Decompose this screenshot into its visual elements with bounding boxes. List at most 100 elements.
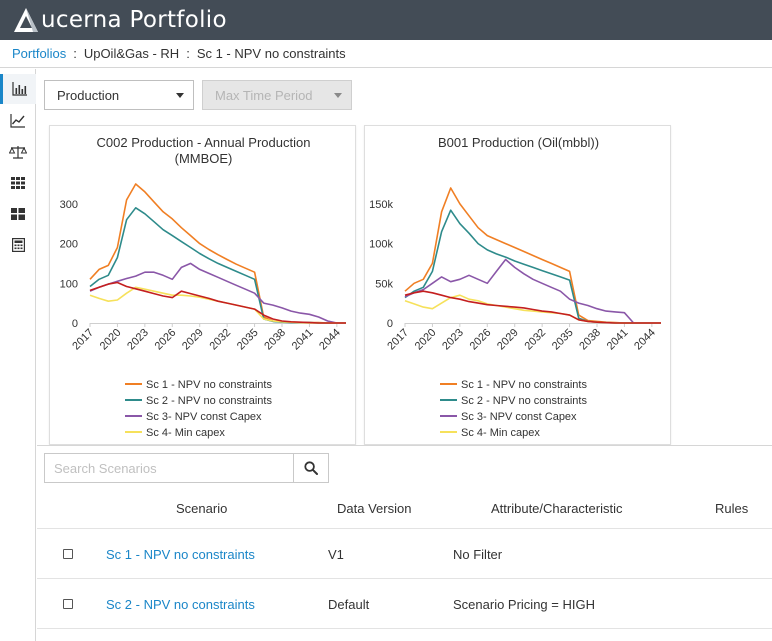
nav-compare[interactable]: [0, 137, 36, 167]
chart-toolbar: Production Max Time Period: [37, 69, 772, 119]
series-line[interactable]: [89, 286, 346, 324]
chart-title: (MMBOE): [175, 151, 233, 166]
legend-item[interactable]: Sc 5 - Managed 2019: [146, 443, 251, 445]
chevron-down-icon: [176, 93, 184, 98]
scenario-link[interactable]: Sc 1 - NPV no constraints: [106, 547, 255, 562]
x-tick-label: 2038: [262, 327, 288, 353]
line-chart: B001 Production (Oil(mbbl)) 0 50k 100k 150k 2…: [369, 135, 661, 445]
x-tick-label: 2020: [413, 327, 439, 353]
y-tick-label: 300: [60, 199, 78, 211]
time-period-dropdown-value: Max Time Period: [215, 87, 313, 103]
x-tick-label: 2032: [207, 327, 233, 353]
calculator-icon: [11, 238, 25, 252]
nav-bar-chart[interactable]: [0, 74, 36, 104]
scenario-list: Scenario Data Version Attribute/Characte…: [37, 445, 772, 641]
search-button[interactable]: [293, 453, 329, 483]
breadcrumb-scenario-name: Sc 1 - NPV no constraints: [196, 46, 346, 61]
x-tick-label: 2023: [125, 327, 151, 353]
y-tick-label: 200: [60, 239, 78, 251]
nav-calculator[interactable]: [0, 230, 36, 260]
x-tick-label: 2017: [385, 327, 411, 353]
x-tick-label: 2044: [317, 327, 343, 353]
y-tick-label: 0: [387, 318, 393, 330]
bar-chart-icon: [11, 82, 27, 96]
aucerna-logo-icon: [14, 8, 38, 32]
series-line[interactable]: [404, 209, 661, 324]
nav-dashboard[interactable]: [0, 199, 36, 229]
breadcrumb-separator: :: [73, 46, 77, 61]
nav-grid[interactable]: [0, 168, 36, 198]
x-tick-label: 2035: [550, 327, 576, 353]
chart-panel-c002: C002 Production - Annual Production (MMBO…: [49, 125, 356, 445]
balance-scale-icon: [9, 146, 27, 159]
search-box: [44, 453, 294, 483]
column-header-rules[interactable]: Rules: [715, 501, 749, 516]
x-tick-label: 2041: [605, 327, 631, 353]
scenario-link[interactable]: Sc 2 - NPV no constraints: [106, 597, 255, 612]
legend-item[interactable]: Sc 2 - NPV no constraints: [146, 395, 272, 407]
app-header: ucerna Portfolio: [0, 0, 772, 40]
x-tick-label: 2035: [235, 327, 261, 353]
series-line[interactable]: [89, 262, 346, 324]
series-line[interactable]: [404, 290, 661, 324]
x-tick-label: 2026: [153, 327, 179, 353]
x-tick-label: 2029: [495, 327, 521, 353]
breadcrumb-portfolios-link[interactable]: Portfolios: [12, 46, 67, 61]
row-checkbox[interactable]: [63, 599, 73, 609]
app-logo[interactable]: ucerna Portfolio: [12, 6, 227, 34]
column-header-scenario[interactable]: Scenario: [176, 501, 228, 516]
line-chart: C002 Production - Annual Production(MMBO…: [60, 135, 346, 445]
app-title: ucerna Portfolio: [41, 7, 227, 33]
row-checkbox[interactable]: [63, 549, 73, 559]
chart-title: C002 Production - Annual Production: [97, 135, 311, 150]
y-tick-label: 0: [72, 318, 78, 330]
x-tick-label: 2038: [577, 327, 603, 353]
y-tick-label: 150k: [369, 199, 393, 211]
dashboard-tiles-icon: [11, 208, 25, 220]
time-period-dropdown[interactable]: Max Time Period: [202, 80, 352, 110]
metric-dropdown-value: Production: [57, 87, 120, 103]
legend-item[interactable]: Sc 3- NPV const Capex: [146, 411, 262, 423]
attribute-value: No Filter: [453, 547, 503, 562]
x-tick-label: 2026: [468, 327, 494, 353]
grid-icon: [11, 177, 25, 189]
data-version-value: Default: [328, 597, 370, 612]
y-tick-label: 100k: [369, 239, 393, 251]
nav-line-chart[interactable]: [0, 106, 36, 136]
line-chart-icon: [10, 114, 25, 128]
series-line[interactable]: [404, 258, 661, 324]
column-header-attribute[interactable]: Attribute/Characteristic: [491, 501, 623, 516]
y-tick-label: 50k: [375, 278, 393, 290]
legend-item[interactable]: Sc 2 - NPV no constraints: [461, 395, 587, 407]
search-icon: [304, 461, 318, 475]
breadcrumb-separator: :: [186, 46, 190, 61]
x-tick-label: 2041: [290, 327, 316, 353]
data-version-value: V1: [328, 547, 344, 562]
y-tick-label: 100: [60, 278, 78, 290]
legend-item[interactable]: Sc 5 - Managed 2019: [461, 443, 566, 445]
column-header-data-version[interactable]: Data Version: [337, 501, 412, 516]
legend-item[interactable]: Sc 4- Min capex: [461, 427, 540, 439]
legend-item[interactable]: Sc 1 - NPV no constraints: [146, 379, 272, 391]
breadcrumb-portfolio-name: UpOil&Gas - RH: [83, 46, 180, 61]
legend-item[interactable]: Sc 1 - NPV no constraints: [461, 379, 587, 391]
x-tick-label: 2023: [440, 327, 466, 353]
legend-item[interactable]: Sc 3- NPV const Capex: [461, 411, 577, 423]
x-tick-label: 2020: [98, 327, 124, 353]
table-header: Scenario Data Version Attribute/Characte…: [37, 487, 772, 529]
x-tick-label: 2044: [632, 327, 658, 353]
side-navigation: [0, 69, 36, 641]
x-tick-label: 2032: [522, 327, 548, 353]
table-row: Sc 2 - NPV no constraints Default Scenar…: [37, 579, 772, 629]
legend-item[interactable]: Sc 4- Min capex: [146, 427, 225, 439]
series-line[interactable]: [89, 281, 346, 324]
series-line[interactable]: [89, 183, 346, 324]
chevron-down-icon: [334, 93, 342, 98]
search-input[interactable]: [45, 454, 293, 482]
chart-title: B001 Production (Oil(mbbl)): [438, 135, 599, 150]
metric-dropdown[interactable]: Production: [44, 80, 194, 110]
chart-panel-b001: B001 Production (Oil(mbbl)) 0 50k 100k 150k 2…: [364, 125, 671, 445]
x-tick-label: 2017: [70, 327, 96, 353]
x-tick-label: 2029: [180, 327, 206, 353]
series-line[interactable]: [89, 207, 346, 324]
